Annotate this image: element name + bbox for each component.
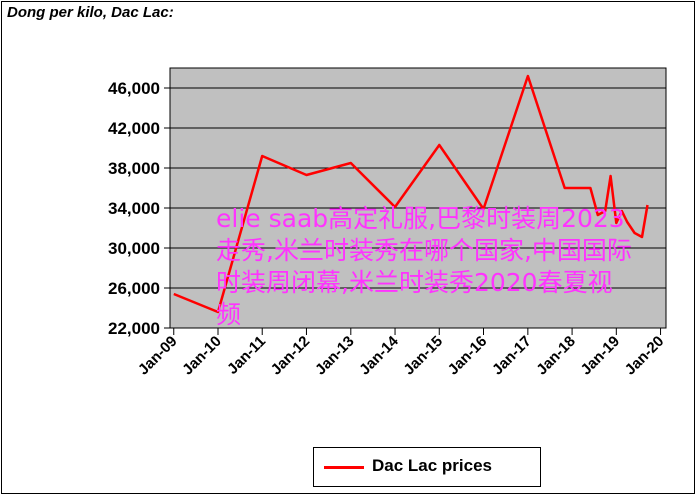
x-tick-label: Jan-15	[400, 333, 446, 379]
legend-label: Dac Lac prices	[372, 456, 493, 475]
series-line-dac-lac	[173, 74, 649, 314]
legend: Dac Lac prices	[313, 447, 541, 487]
y-tick-label: 34,000	[108, 199, 160, 218]
series-layer	[173, 74, 649, 314]
x-tick-label: Jan-19	[578, 333, 624, 379]
x-tick-label: Jan-16	[445, 333, 491, 379]
y-tick-label: 30,000	[108, 239, 160, 258]
y-tick-label: 46,000	[108, 79, 160, 98]
y-tick-label: 42,000	[108, 119, 160, 138]
x-tick-label: Jan-18	[533, 333, 579, 379]
legend-swatch	[324, 466, 364, 469]
x-tick-label: Jan-20	[622, 333, 668, 379]
overlay-watermark-text: elie saab高定礼服,巴黎时装周2023走秀,米兰时装秀在哪个国家,中国国…	[216, 204, 632, 329]
y-tick-label: 26,000	[108, 279, 160, 298]
axes	[164, 87, 662, 335]
y-tick-labels: 22,000 26,000 30,000 34,000 38,000 42,000 46,0…	[108, 79, 160, 338]
x-tick-label: Jan-10	[179, 333, 225, 379]
chart-title: Dong per kilo, Dac Lac:	[7, 4, 174, 21]
x-tick-label: Jan-14	[356, 332, 402, 378]
x-tick-label: Jan-11	[224, 333, 269, 378]
grid-lines	[170, 87, 666, 329]
plot-area	[169, 67, 667, 329]
x-tick-label: Jan-09	[135, 333, 181, 379]
y-tick-label: 38,000	[108, 159, 160, 178]
x-tick-label: Jan-12	[268, 333, 314, 379]
y-tick-label: 22,000	[108, 319, 160, 338]
x-tick-label: Jan-17	[489, 333, 535, 379]
x-tick-label: Jan-13	[312, 333, 358, 379]
